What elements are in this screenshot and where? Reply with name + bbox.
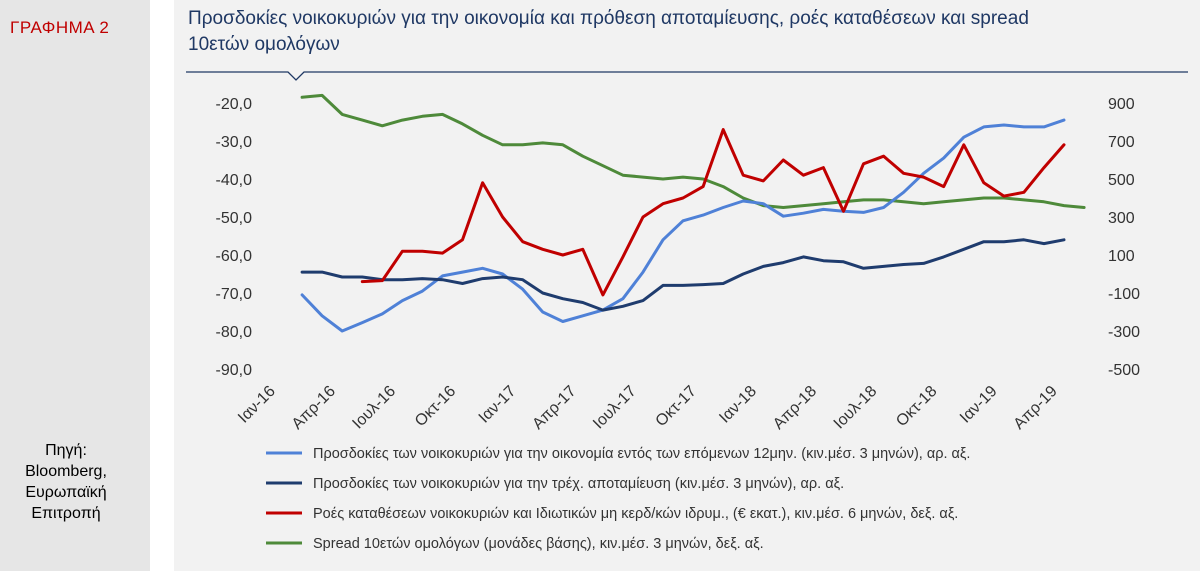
chart-title-line-2: 10ετών ομολόγων	[188, 34, 340, 55]
y-left-tick-label: -40,0	[216, 172, 253, 189]
series-lines	[300, 93, 1086, 333]
x-tick-label: Απρ-17	[529, 383, 579, 433]
x-tick-label: Ιουλ-16	[349, 383, 399, 433]
x-tick-label: Απρ-18	[770, 383, 820, 433]
gutter	[150, 0, 174, 571]
y-left-tick-label: -70,0	[216, 286, 253, 303]
source-line-1: Πηγή:	[45, 442, 87, 459]
y-left-tick-label: -80,0	[216, 324, 253, 341]
x-tick-label: Ιαν-18	[716, 383, 760, 427]
x-tick-label: Ιουλ-17	[590, 383, 640, 433]
series-line-green	[300, 93, 1086, 209]
x-tick-label: Ιουλ-18	[831, 383, 881, 433]
series-line-blue	[300, 118, 1066, 333]
chart-title-line-1: Προσδοκίες νοικοκυριών για την οικονομία…	[188, 8, 1029, 29]
y-axis-left: -20,0 -30,0 -40,0 -50,0 -60,0 -70,0 -80,0 -90,0	[216, 96, 253, 379]
x-axis: Ιαν-16 Απρ-16 Ιουλ-16 Οκτ-16 Ιαν-17 Απρ-17 Ιου…	[235, 383, 1061, 433]
chart-title: Προσδοκίες νοικοκυριών για την οικονομία…	[188, 6, 1188, 58]
x-tick-label: Ιαν-16	[235, 383, 279, 427]
series-line-red	[360, 128, 1066, 297]
figure-label: ΓΡΑΦΗΜΑ 2	[10, 18, 110, 37]
y-left-tick-label: -20,0	[216, 96, 253, 113]
y-left-tick-label: -50,0	[216, 210, 253, 227]
source-line-4: Επιτροπή	[31, 505, 101, 522]
legend: Προσδοκίες των νοικοκυριών για την οικον…	[266, 446, 970, 552]
y-right-tick-label: -500	[1108, 362, 1140, 379]
x-tick-label: Οκτ-18	[893, 383, 940, 430]
title-separator-line	[186, 71, 1188, 81]
y-left-tick-label: -30,0	[216, 134, 253, 151]
source-line-3: Ευρωπαϊκή	[25, 484, 107, 501]
y-right-tick-label: 300	[1108, 210, 1135, 227]
y-right-tick-label: -100	[1108, 286, 1140, 303]
x-tick-label: Ιαν-19	[957, 383, 1001, 427]
series-line-navy	[300, 238, 1066, 312]
y-right-tick-label: 700	[1108, 134, 1135, 151]
left-sidebar: ΓΡΑΦΗΜΑ 2 Πηγή: Bloomberg, Ευρωπαϊκή Επι…	[0, 0, 150, 571]
legend-entry-label: Προσδοκίες των νοικοκυριών για την τρέχ.…	[313, 476, 844, 492]
source-line-2: Bloomberg,	[25, 463, 107, 480]
legend-entry-label: Spread 10ετών ομολόγων (μονάδες βάσης), …	[313, 536, 764, 552]
x-tick-label: Απρ-19	[1011, 383, 1061, 433]
x-tick-label: Ιαν-17	[476, 383, 520, 427]
y-left-tick-label: -60,0	[216, 248, 253, 265]
y-axis-right: 900 700 500 300 100 -100 -300 -500	[1108, 96, 1140, 379]
x-tick-label: Απρ-16	[289, 383, 339, 433]
y-right-tick-label: 500	[1108, 172, 1135, 189]
y-right-tick-label: -300	[1108, 324, 1140, 341]
y-right-tick-label: 100	[1108, 248, 1135, 265]
x-tick-label: Οκτ-16	[412, 383, 459, 430]
y-left-tick-label: -90,0	[216, 362, 253, 379]
x-tick-label: Οκτ-17	[653, 383, 700, 430]
legend-entry-label: Προσδοκίες των νοικοκυριών για την οικον…	[313, 446, 970, 462]
legend-entry-label: Ροές καταθέσεων νοικοκυριών και Ιδιωτικώ…	[313, 506, 958, 522]
source-note: Πηγή: Bloomberg, Ευρωπαϊκή Επιτροπή	[0, 440, 132, 524]
y-right-tick-label: 900	[1108, 96, 1135, 113]
